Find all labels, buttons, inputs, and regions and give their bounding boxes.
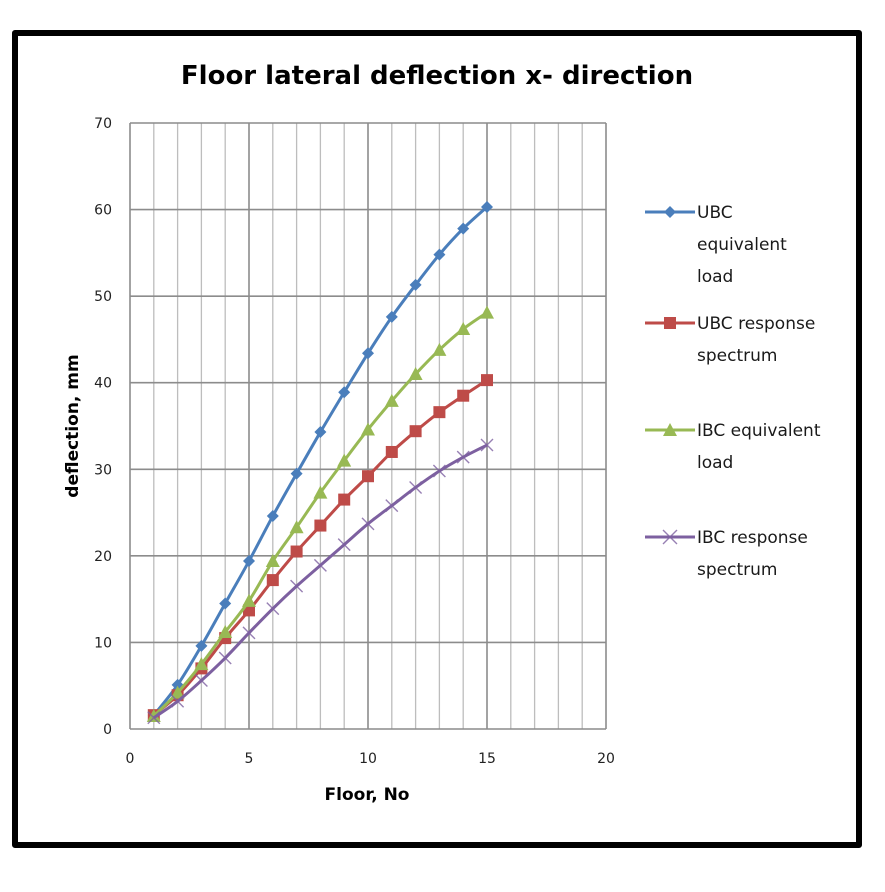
triangle-marker-icon — [480, 305, 494, 319]
square-marker-icon — [409, 425, 422, 438]
legend-item: UBC equivalent load — [645, 203, 787, 287]
x-tick-label: 10 — [359, 751, 377, 767]
square-marker-icon — [457, 389, 470, 402]
x-marker-icon — [266, 602, 280, 616]
diamond-marker-icon — [195, 639, 208, 652]
x-marker-icon — [432, 464, 446, 478]
triangle-marker-icon — [456, 322, 471, 336]
y-tick-label: 20 — [94, 549, 112, 565]
diamond-marker-icon — [338, 386, 351, 399]
y-axis-label: deflection, mm — [63, 354, 83, 497]
diamond-marker-icon — [362, 347, 374, 360]
legend-label: IBC response — [697, 528, 808, 548]
square-marker-icon — [290, 545, 303, 558]
diamond-marker-icon — [243, 555, 255, 568]
x-marker-icon — [385, 499, 399, 513]
x-axis-ticks: 0 5 10 15 20 — [126, 751, 615, 767]
triangle-marker-icon — [432, 342, 447, 356]
triangle-marker-icon — [218, 625, 233, 639]
square-marker-icon — [481, 374, 493, 387]
triangle-marker-icon — [361, 422, 375, 436]
legend-item: IBC equivalent load — [645, 421, 821, 473]
x-marker-icon — [337, 538, 351, 552]
series-ibc-response-spectrum — [147, 438, 494, 725]
x-marker-icon — [456, 450, 470, 464]
y-tick-label: 0 — [103, 722, 112, 738]
legend-label: equivalent — [697, 235, 787, 255]
triangle-marker-icon — [384, 393, 399, 407]
x-marker-icon — [171, 694, 185, 708]
grid — [129, 122, 607, 730]
triangle-marker-icon — [146, 709, 161, 723]
square-marker-icon — [266, 574, 279, 587]
square-marker-icon — [385, 445, 398, 458]
legend-label: load — [697, 453, 733, 473]
x-marker-icon — [361, 517, 375, 531]
diamond-marker-icon — [433, 248, 446, 261]
x-marker-icon — [290, 579, 304, 593]
x-marker-icon — [480, 438, 494, 452]
legend-label: load — [697, 267, 733, 287]
x-tick-label: 15 — [478, 751, 496, 767]
y-tick-label: 50 — [94, 289, 112, 305]
diamond-marker-icon — [385, 310, 398, 323]
x-marker-icon — [662, 529, 678, 545]
diamond-marker-icon — [219, 597, 232, 610]
x-marker-icon — [313, 558, 327, 572]
x-marker-icon — [242, 626, 256, 640]
x-tick-label: 5 — [245, 751, 254, 767]
series-ibc-equivalent-load — [146, 305, 494, 723]
y-tick-label: 10 — [94, 635, 112, 651]
x-tick-label: 20 — [597, 751, 615, 767]
triangle-marker-icon — [242, 593, 256, 607]
y-tick-label: 30 — [94, 462, 112, 478]
series-layer — [146, 200, 494, 725]
y-tick-label: 60 — [94, 203, 112, 219]
triangle-marker-icon — [170, 685, 185, 699]
triangle-marker-icon — [337, 453, 352, 467]
triangle-marker-icon — [289, 520, 304, 534]
diamond-marker-icon — [290, 467, 303, 480]
triangle-marker-icon — [313, 485, 328, 499]
square-marker-icon — [433, 406, 446, 419]
y-axis-ticks: 0 10 20 30 40 50 60 70 — [94, 116, 112, 738]
x-marker-icon — [194, 674, 208, 688]
x-axis-label: Floor, No — [325, 785, 410, 805]
legend-label: UBC response — [697, 314, 815, 334]
y-tick-label: 70 — [94, 116, 112, 132]
diamond-marker-icon — [266, 510, 279, 523]
series-ubc-equivalent-load — [147, 200, 493, 722]
x-tick-label: 0 — [126, 751, 135, 767]
diamond-marker-icon — [314, 426, 327, 439]
y-tick-label: 40 — [94, 376, 112, 392]
triangle-marker-icon — [663, 423, 677, 436]
legend-item: IBC response spectrum — [645, 528, 808, 580]
diamond-marker-icon — [457, 222, 470, 235]
triangle-marker-icon — [194, 657, 209, 671]
triangle-marker-icon — [408, 367, 423, 381]
legend-label: spectrum — [697, 346, 777, 366]
x-marker-icon — [147, 711, 161, 725]
square-marker-icon — [314, 519, 327, 532]
square-marker-icon — [338, 493, 351, 506]
diamond-marker-icon — [409, 278, 422, 291]
series-ubc-response-spectrum — [147, 374, 493, 722]
legend-item: UBC response spectrum — [645, 314, 815, 366]
square-marker-icon — [664, 317, 676, 329]
x-marker-icon — [409, 480, 423, 494]
diamond-marker-icon — [664, 206, 676, 218]
legend-label: IBC equivalent — [697, 421, 821, 441]
triangle-marker-icon — [265, 554, 280, 568]
chart-title: Floor lateral deflection x- direction — [181, 61, 693, 91]
legend-label: UBC — [697, 203, 733, 223]
x-marker-icon — [218, 651, 232, 665]
diamond-marker-icon — [481, 200, 493, 213]
legend-label: spectrum — [697, 560, 777, 580]
square-marker-icon — [362, 470, 374, 483]
